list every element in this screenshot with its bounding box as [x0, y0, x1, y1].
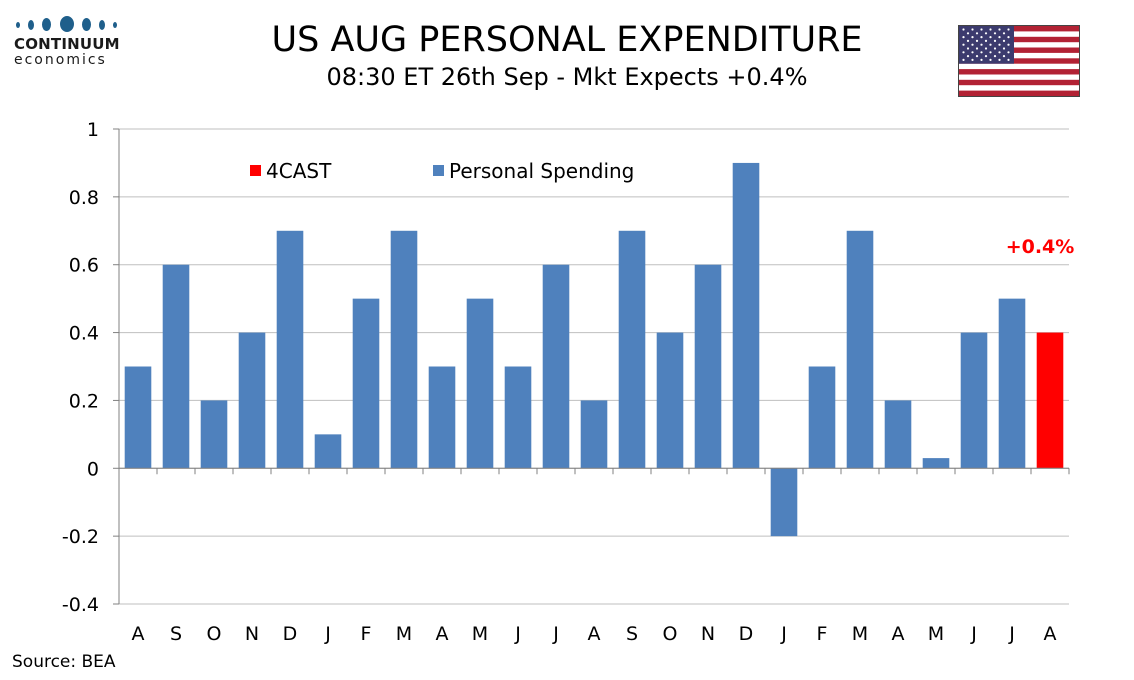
y-tick-label: -0.2: [62, 526, 99, 548]
spending-bar: [998, 298, 1026, 469]
x-tick-label: J: [1008, 623, 1015, 645]
spending-bar: [732, 162, 760, 469]
spending-bar: [466, 298, 494, 469]
spending-bar: [618, 230, 646, 469]
x-tick-label: S: [626, 623, 638, 645]
spending-bar: [808, 366, 836, 469]
x-tick-label: M: [472, 623, 488, 645]
spending-bar: [352, 298, 380, 469]
x-tick-label: N: [245, 623, 259, 645]
x-tick-label: N: [701, 623, 715, 645]
us-flag-icon: [958, 25, 1080, 97]
logo-name: CONTINUUM: [14, 35, 120, 53]
spending-bar: [922, 458, 950, 469]
brand-logo: CONTINUUM economics: [14, 14, 134, 68]
chart-subtitle: 08:30 ET 26th Sep - Mkt Expects +0.4%: [326, 63, 808, 91]
chart-title: US AUG PERSONAL EXPENDITURE: [271, 20, 863, 60]
x-tick-label: D: [283, 623, 298, 645]
y-tick-label: 0.2: [69, 390, 99, 412]
logo-subtitle: economics: [14, 52, 107, 68]
x-tick-label: J: [324, 623, 331, 645]
legend-swatch-personal-spending: [433, 165, 444, 176]
spending-bar: [276, 230, 304, 469]
x-tick-label: S: [170, 623, 182, 645]
x-tick-label: M: [852, 623, 868, 645]
source-note: Source: BEA: [12, 652, 116, 672]
forecast-bar: [1036, 332, 1064, 469]
y-tick-label: 0.4: [69, 323, 99, 345]
spending-bar: [770, 468, 798, 537]
legend: 4CAST Personal Spending: [250, 159, 634, 183]
spending-bar: [846, 230, 874, 469]
x-tick-label: A: [1044, 623, 1057, 645]
spending-bar: [428, 366, 456, 469]
x-tick-label: O: [663, 623, 678, 645]
spending-bar: [960, 332, 988, 469]
y-axis-ticks: 1 0.8 0.6 0.4 0.2 0 -0.2 -0.4: [62, 119, 119, 616]
x-tick-label: J: [514, 623, 521, 645]
bars: [124, 162, 1064, 537]
y-tick-label: 1: [87, 119, 99, 141]
x-tick-label: A: [132, 623, 145, 645]
x-tick-label: A: [436, 623, 449, 645]
x-tick-label: O: [207, 623, 222, 645]
x-tick-label: J: [780, 623, 787, 645]
y-tick-label: -0.4: [62, 594, 99, 616]
spending-bar: [504, 366, 532, 469]
x-tick-label: A: [892, 623, 905, 645]
y-tick-label: 0.6: [69, 255, 99, 277]
legend-label-personal-spending: Personal Spending: [449, 159, 634, 183]
x-tick-label: J: [970, 623, 977, 645]
spending-bar: [238, 332, 266, 469]
legend-label-4cast: 4CAST: [266, 159, 332, 183]
y-tick-label: 0.8: [69, 187, 99, 209]
spending-bar: [162, 264, 190, 469]
x-tick-label: F: [361, 623, 372, 645]
logo-dots-icon: [14, 14, 134, 36]
spending-bar: [542, 264, 570, 469]
legend-swatch-4cast: [250, 165, 261, 176]
spending-bar: [200, 400, 228, 469]
y-tick-label: 0: [87, 458, 99, 480]
spending-bar: [694, 264, 722, 469]
forecast-annotation: +0.4%: [1006, 236, 1075, 258]
x-tick-label: F: [817, 623, 828, 645]
axes: [118, 129, 1069, 604]
spending-bar: [124, 366, 152, 469]
x-tick-label: J: [552, 623, 559, 645]
spending-bar: [314, 434, 342, 469]
x-tick-label: D: [739, 623, 754, 645]
spending-bar: [884, 400, 912, 469]
x-tick-label: M: [928, 623, 944, 645]
spending-bar: [390, 230, 418, 469]
x-tick-label: A: [588, 623, 601, 645]
spending-bar: [580, 400, 608, 469]
x-tick-label: M: [396, 623, 412, 645]
spending-bar: [656, 332, 684, 469]
